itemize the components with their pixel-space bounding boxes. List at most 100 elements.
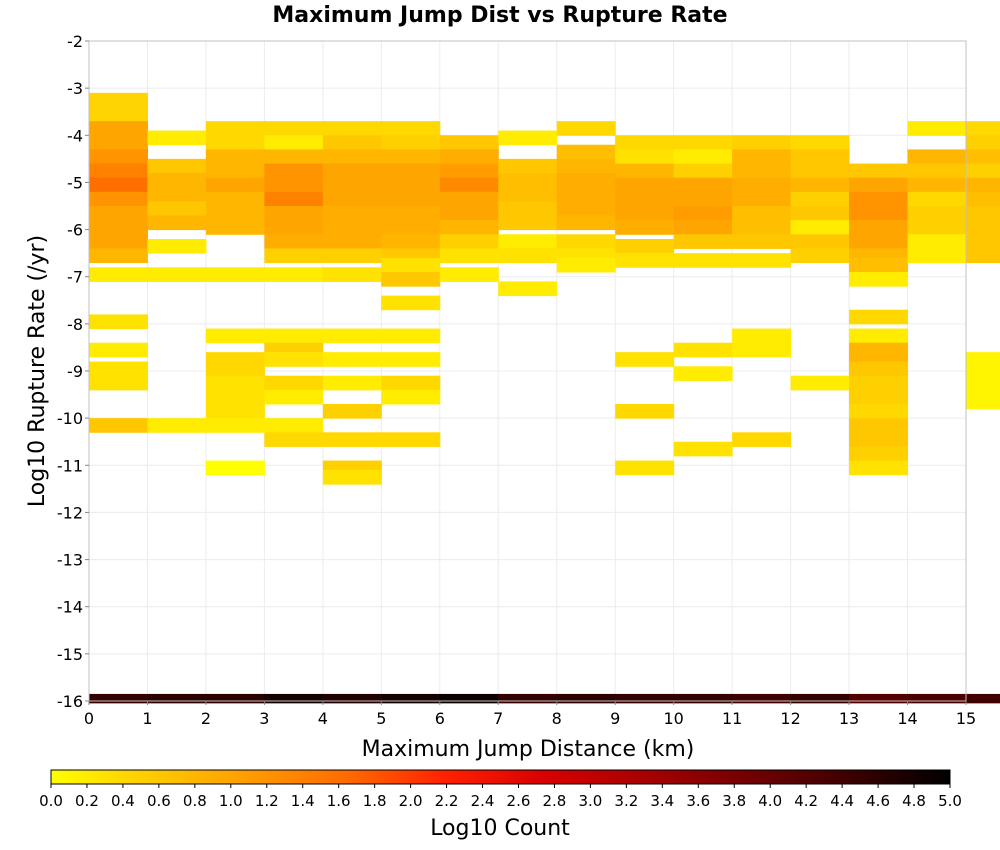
colorbar-tick-label: 2.2: [435, 792, 459, 810]
heatmap-cell: [147, 215, 207, 231]
heatmap-cell: [849, 191, 909, 207]
x-tick-label: 13: [839, 709, 859, 728]
heatmap-cell: [849, 432, 909, 447]
heatmap-cell: [907, 149, 967, 165]
heatmap-cell: [966, 220, 1000, 235]
heatmap-cell: [322, 470, 382, 485]
colorbar-tick-label: 0.4: [111, 792, 135, 810]
heatmap-cell: [849, 220, 909, 235]
y-tick-label: -10: [57, 409, 83, 428]
heatmap-cell: [907, 220, 967, 235]
heatmap-cell: [147, 187, 207, 202]
y-tick-label: -3: [67, 79, 83, 98]
heatmap-cell: [264, 328, 324, 344]
heatmap-cell: [264, 206, 324, 221]
x-tick-label: 12: [780, 709, 800, 728]
chart-title: Maximum Jump Dist vs Rupture Rate: [272, 3, 727, 28]
heatmap-cell: [849, 206, 909, 221]
heatmap-cell: [381, 272, 441, 287]
x-tick-label: 1: [142, 709, 152, 728]
heatmap-cell: [147, 158, 207, 174]
heatmap-cell: [556, 121, 616, 136]
heatmap-cell: [147, 201, 207, 216]
heatmap-cell: [89, 248, 148, 264]
heatmap-cell: [615, 253, 675, 268]
heatmap-cell: [673, 441, 733, 457]
heatmap-cell: [615, 352, 675, 367]
colorbar-tick-label: 1.2: [255, 792, 279, 810]
heatmap-cell: [322, 248, 382, 264]
heatmap-cell: [498, 215, 558, 231]
colorbar-tick-label: 2.0: [399, 792, 423, 810]
heatmap-cell: [322, 206, 382, 221]
heatmap-cell: [849, 460, 909, 476]
x-tick-label: 10: [663, 709, 683, 728]
colorbar-tick-label: 3.4: [650, 792, 674, 810]
heatmap-cell: [89, 234, 148, 249]
heatmap-cell: [381, 135, 441, 150]
heatmap-cell: [966, 177, 1000, 193]
heatmap-cell: [615, 460, 675, 476]
heatmap-cell: [615, 135, 675, 150]
heatmap-cell: [147, 239, 207, 254]
heatmap-cell: [966, 121, 1000, 136]
heatmap-cell: [205, 267, 265, 282]
heatmap-cell: [89, 361, 148, 377]
heatmap-cell: [322, 135, 382, 150]
heatmap-cell: [147, 267, 207, 282]
heatmap-cell: [498, 248, 558, 264]
colorbar-tick-label: 5.0: [938, 792, 962, 810]
heatmap-cell: [322, 191, 382, 207]
heatmap-cell: [966, 191, 1000, 207]
colorbar-tick-label: 0.8: [183, 792, 207, 810]
heatmap-cell: [322, 220, 382, 235]
heatmap-cell: [673, 149, 733, 165]
heatmap-cell: [673, 177, 733, 193]
y-tick-label: -7: [67, 268, 83, 287]
heatmap-cell: [790, 149, 850, 165]
x-tick-label: 7: [493, 709, 503, 728]
heatmap-cell: [381, 295, 441, 311]
y-tick-label: -14: [57, 598, 83, 617]
heatmap-cell: [498, 281, 558, 297]
heatmap-cell: [790, 135, 850, 150]
colorbar-tick-label: 3.8: [722, 792, 746, 810]
colorbar-tick-label: 0.2: [75, 792, 99, 810]
heatmap-cell: [790, 220, 850, 235]
heatmap-cell: [849, 309, 909, 325]
heatmap-cell: [849, 446, 909, 462]
heatmap-cell: [205, 418, 265, 433]
y-tick-label: -16: [57, 692, 83, 711]
colorbar-tick-label: 3.0: [578, 792, 602, 810]
heatmap-cell: [205, 191, 265, 207]
heatmap-cell: [439, 206, 499, 221]
heatmap-cell-bottom: [498, 693, 558, 704]
heatmap-cell: [556, 187, 616, 202]
heatmap-cell: [498, 173, 558, 188]
heatmap-cell: [732, 206, 792, 221]
heatmap-cell: [89, 92, 148, 108]
heatmap-cell: [849, 257, 909, 273]
colorbar-tick-label: 1.4: [291, 792, 315, 810]
colorbar-tick-label: 1.8: [363, 792, 387, 810]
heatmap-cell: [264, 220, 324, 235]
colorbar-tick-label: 4.2: [794, 792, 818, 810]
heatmap-cell: [966, 234, 1000, 249]
heatmap-cell: [790, 191, 850, 207]
heatmap-cell: [322, 375, 382, 391]
heatmap-cell-bottom: [205, 693, 265, 704]
heatmap-cell: [907, 121, 967, 136]
heatmap-cell: [966, 149, 1000, 165]
heatmap-cell-bottom: [907, 693, 967, 704]
heatmap-cell: [89, 375, 148, 391]
y-tick-label: -4: [67, 126, 83, 145]
heatmap-cell: [673, 163, 733, 179]
heatmap-cell: [732, 342, 792, 358]
heatmap-cell: [322, 149, 382, 165]
y-tick-label: -11: [57, 456, 83, 475]
heatmap-cell: [322, 121, 382, 136]
heatmap-cell: [732, 220, 792, 235]
heatmap-cell: [322, 177, 382, 193]
heatmap-cell: [264, 234, 324, 249]
